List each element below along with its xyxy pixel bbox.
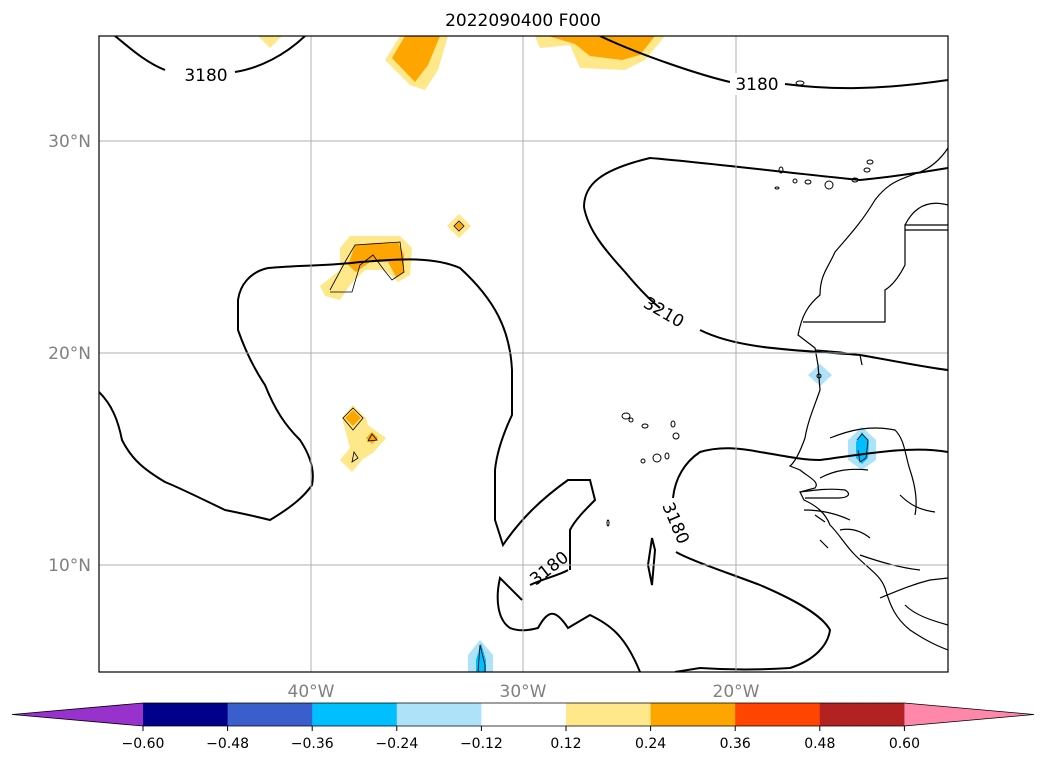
colorbar-segment bbox=[650, 703, 736, 726]
islands bbox=[606, 80, 874, 527]
colorbar-segment bbox=[143, 703, 229, 726]
colorbar: −0.60 −0.48 −0.36 −0.24 −0.12 0.12 0.24 0.36 0.4… bbox=[11, 702, 1035, 752]
colorbar-segment bbox=[481, 703, 567, 726]
colorbar-segment bbox=[819, 703, 905, 726]
colorbar-tick-label: 0.48 bbox=[804, 736, 835, 752]
contour-label: 3180 bbox=[526, 548, 572, 590]
colorbar-segments bbox=[11, 702, 1035, 727]
contour-label: 3180 bbox=[184, 66, 227, 86]
height-contours bbox=[99, 36, 948, 672]
colorbar-segment bbox=[566, 703, 652, 726]
lon-label-30w: 30°W bbox=[500, 682, 547, 702]
positive-anomaly-patch bbox=[258, 36, 282, 48]
colorbar-tick-label: −0.36 bbox=[291, 736, 334, 752]
gridlines bbox=[99, 36, 948, 672]
colorbar-extend-min bbox=[12, 703, 143, 726]
colorbar-tick-label: −0.48 bbox=[206, 736, 249, 752]
lat-label-30n: 30°N bbox=[48, 132, 91, 152]
colorbar-extend-max bbox=[904, 703, 1034, 726]
colorbar-tick-label: 0.24 bbox=[635, 736, 666, 752]
positive-anomaly-patch bbox=[392, 36, 440, 82]
colorbar-tick-label: 0.12 bbox=[550, 736, 581, 752]
contour-label: 3180 bbox=[735, 75, 778, 95]
lon-label-20w: 20°W bbox=[713, 682, 760, 702]
map-frame bbox=[98, 35, 949, 673]
colorbar-tick-label: −0.60 bbox=[122, 736, 165, 752]
positive-anomaly-patch bbox=[548, 36, 655, 60]
positive-anomaly-patch bbox=[345, 410, 361, 426]
colorbar-segment bbox=[396, 703, 482, 726]
coastlines bbox=[788, 147, 948, 651]
contour-label: 3180 bbox=[657, 500, 692, 548]
lat-label-20n: 20°N bbox=[48, 344, 91, 364]
positive-anomaly-patch bbox=[455, 222, 463, 230]
anomaly-fill bbox=[258, 36, 876, 672]
colorbar-ticks: −0.60 −0.48 −0.36 −0.24 −0.12 0.12 0.24 0.36 0.4… bbox=[122, 726, 920, 752]
colorbar-segment bbox=[735, 703, 821, 726]
map-title: 2022090400 F000 bbox=[445, 11, 601, 31]
lat-label-10n: 10°N bbox=[48, 556, 91, 576]
colorbar-tick-label: 0.60 bbox=[889, 736, 920, 752]
colorbar-tick-label: −0.24 bbox=[375, 736, 418, 752]
contour-labels: 3180 3180 3210 3180 3180 bbox=[180, 64, 784, 590]
colorbar-tick-label: −0.12 bbox=[460, 736, 503, 752]
negative-anomaly-patch bbox=[808, 364, 832, 386]
colorbar-tick-label: 0.36 bbox=[720, 736, 751, 752]
contour-label: 3210 bbox=[640, 293, 687, 332]
colorbar-segment bbox=[227, 703, 313, 726]
anomaly-contours bbox=[329, 220, 869, 672]
map-panel bbox=[99, 36, 948, 672]
colorbar-segment bbox=[312, 703, 398, 726]
lon-label-40w: 40°W bbox=[288, 682, 335, 702]
positive-anomaly-patch bbox=[340, 405, 386, 472]
